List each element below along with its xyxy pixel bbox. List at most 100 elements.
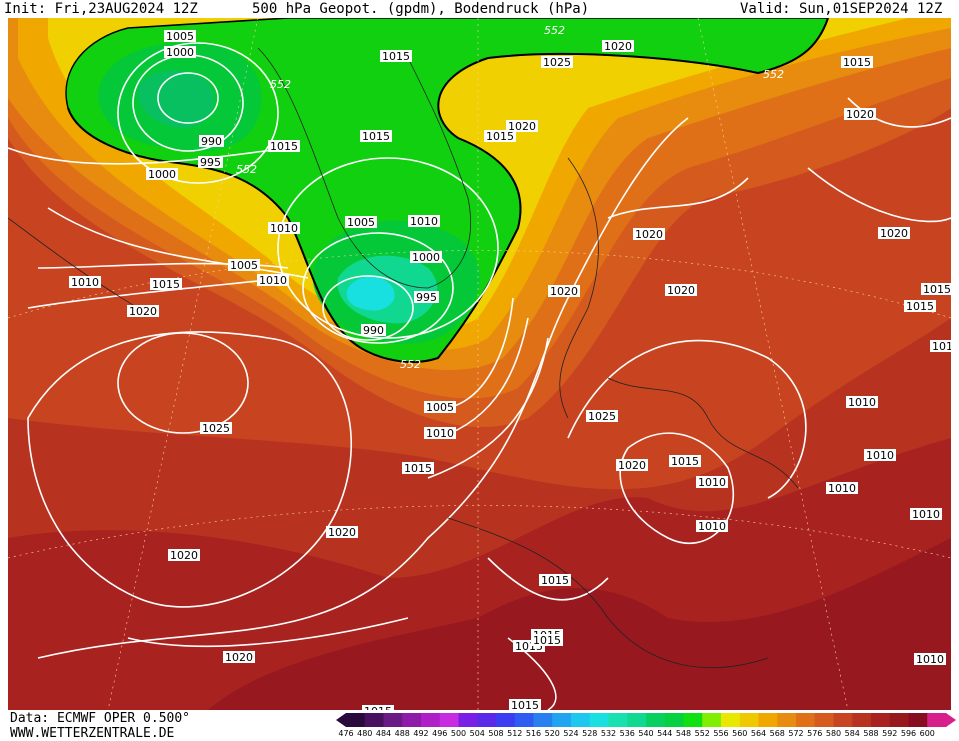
- isobar-label: 1015: [364, 705, 392, 710]
- colorbar-swatch: [346, 713, 366, 727]
- colorbar-swatch: [721, 713, 741, 727]
- isobar-label-bg: [921, 283, 951, 295]
- colorbar-swatch: [833, 713, 853, 727]
- colorbar-tick-label: 480: [357, 729, 373, 738]
- colorbar-tick-label: 556: [713, 729, 729, 738]
- isobar-label-bg: [841, 56, 873, 68]
- lat-lon-grid: [8, 18, 951, 710]
- isobar-label-bg: [509, 699, 541, 710]
- isobar-label-bg: [616, 459, 648, 471]
- colorbar-tick-label: 592: [882, 729, 898, 738]
- contour-552-line: [67, 18, 829, 363]
- isobar-label-bg: [410, 251, 442, 263]
- isobar-label: 1015: [382, 50, 410, 63]
- isobar-label-bg: [696, 520, 728, 532]
- colorbar-tick-label: 596: [900, 729, 917, 738]
- isobar-label: 1020: [550, 285, 578, 298]
- isobar-label: 990: [201, 135, 222, 148]
- colorbar-swatch: [646, 713, 666, 727]
- geopotential-fill-528: [346, 276, 395, 311]
- isobar-label: 1015: [404, 462, 432, 475]
- colorbar-swatch: [702, 713, 722, 727]
- isobar-label: 1005: [166, 30, 194, 43]
- isobar-label-bg: [844, 108, 876, 120]
- colorbar-tick-label: 508: [488, 729, 504, 738]
- isobar-label: 1020: [846, 108, 874, 121]
- isobar-label-bg: [200, 422, 232, 434]
- isobar-label-bg: [846, 396, 878, 408]
- isobar-label: 1000: [166, 46, 194, 59]
- isobar-label: 1015: [541, 574, 569, 587]
- colorbar-swatch: [571, 713, 591, 727]
- isobar-label-bg: [930, 340, 951, 352]
- colorbar-swatch: [533, 713, 553, 727]
- isobar-label-bg: [696, 476, 728, 488]
- isobar-label: 1015: [511, 699, 539, 710]
- colorbar-swatch: [814, 713, 834, 727]
- isobar-label-bg: [506, 120, 538, 132]
- map-header: Init: Fri,23AUG2024 12Z 500 hPa Geopot. …: [0, 0, 959, 18]
- isobar-label-bg: [361, 324, 386, 336]
- colorbar-swatch: [608, 713, 628, 727]
- colorbar-tick-label: 484: [375, 729, 392, 738]
- colorbar-swatch: [514, 713, 534, 727]
- isobar-label-bg: [408, 215, 440, 227]
- isobar-label-bg: [228, 259, 260, 271]
- valid-time: Valid: Sun,01SEP2024 12Z: [740, 1, 943, 17]
- isobar-label-bg: [864, 449, 896, 461]
- colorbar-swatch: [796, 713, 816, 727]
- colorbar-tick-label: 540: [638, 729, 654, 738]
- isobar-label-bg: [541, 56, 573, 68]
- isobar-labels: 1005100099099510001015101510151025102010…: [69, 30, 951, 710]
- isobar-label-bg: [362, 705, 394, 710]
- isobar-label: 1010: [426, 427, 454, 440]
- colorbar-swatch: [777, 713, 797, 727]
- geopotential-fill-540: [137, 70, 214, 128]
- isobar-label-bg: [914, 653, 946, 665]
- colorbar-tick-label: 524: [563, 729, 579, 738]
- isobar-label-bg: [826, 482, 858, 494]
- isobar-label: 1000: [148, 168, 176, 181]
- isobar-label-bg: [150, 278, 182, 290]
- colorbar-swatch: [664, 713, 684, 727]
- isobar-label: 1010: [916, 653, 944, 666]
- colorbar-tick-label: 548: [675, 729, 692, 738]
- isobar-label-bg: [531, 634, 563, 646]
- isobar-label: 1005: [347, 216, 375, 229]
- website-credit: WWW.WETTERZENTRALE.DE: [10, 726, 175, 741]
- isobar-label-bg: [168, 549, 200, 561]
- isobar-label: 1025: [202, 422, 230, 435]
- colorbar-tick-label: 588: [863, 729, 879, 738]
- isobar-label-bg: [633, 228, 665, 240]
- colorbar-swatch: [739, 713, 759, 727]
- isobar-label-bg: [602, 40, 634, 52]
- isobar-label-bg: [268, 140, 300, 152]
- init-time: Init: Fri,23AUG2024 12Z: [4, 1, 198, 17]
- isobar-label-bg: [414, 291, 439, 303]
- isobar-label-bg: [878, 227, 910, 239]
- isobar-label: 1015: [671, 455, 699, 468]
- isobar-label: 1005: [230, 259, 258, 272]
- colorbar-tick-label: 580: [825, 729, 842, 738]
- colorbar-tick-label: 568: [769, 729, 785, 738]
- colorbar-tick-label: 516: [525, 729, 542, 738]
- colorbar-tick-label: 532: [600, 729, 617, 738]
- isobar-label: 1010: [912, 508, 940, 521]
- colorbar-tick-label: 520: [544, 729, 560, 738]
- isobar-label: 1020: [508, 120, 536, 133]
- isobar-label: 1020: [880, 227, 908, 240]
- colorbar-swatch: [927, 713, 947, 727]
- isobar-label-bg: [345, 216, 377, 228]
- isobar-label-bg: [904, 300, 936, 312]
- colorbar-swatch: [364, 713, 384, 727]
- colorbar-tick-label: 564: [750, 729, 767, 738]
- colorbar-swatch: [421, 713, 441, 727]
- isobar-label: 1015: [152, 278, 180, 291]
- isobar-label: 1015: [270, 140, 298, 153]
- isobar-label: 1010: [828, 482, 856, 495]
- isobar-label-bg: [164, 46, 196, 58]
- isobar-label: 1010: [698, 476, 726, 489]
- isobar-label: 1020: [170, 549, 198, 562]
- map-title: 500 hPa Geopot. (gpdm), Bodendruck (hPa): [252, 1, 590, 17]
- isobar-label-bg: [326, 526, 358, 538]
